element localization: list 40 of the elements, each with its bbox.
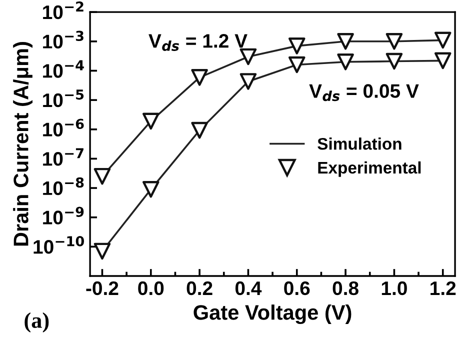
y-axis-title: Drain Current (A/μm)	[13, 42, 33, 246]
point	[434, 52, 452, 70]
point	[288, 38, 306, 54]
y-tick-label: 10$^{−4}$	[43, 60, 84, 78]
x-tick-label: 1.2	[430, 281, 456, 295]
point	[142, 180, 160, 198]
point	[240, 73, 257, 90]
annotation: V$_{ds}$ = 1.2 V	[148, 34, 248, 51]
point	[94, 242, 111, 260]
point	[337, 54, 354, 70]
x-tick-label: 0.8	[332, 281, 358, 296]
x-tick-label: 0.0	[138, 281, 164, 296]
point	[434, 32, 452, 49]
x-tick-label: 1.0	[382, 281, 407, 296]
legend-label: Experimental	[318, 161, 421, 177]
annotation: V$_{ds}$ = 0.05 V	[309, 84, 419, 102]
text: (a)	[24, 312, 49, 332]
x-tick-label: 0.4	[235, 281, 262, 296]
y-tick-label: 10$^{−10}$	[34, 236, 84, 254]
y-tick-label: 10$^{−7}$	[43, 148, 84, 166]
y-tick-label: 10$^{−3}$	[43, 30, 84, 48]
point	[191, 69, 208, 86]
x-tick-label: 0.6	[284, 281, 310, 296]
y-tick-label: 10$^{−2}$	[43, 1, 84, 20]
legend-label: Simulation	[318, 138, 402, 150]
x-tick-label: -0.2	[86, 281, 118, 296]
x-tick-label: 0.2	[186, 281, 212, 296]
y-tick-label: 10$^{−9}$	[43, 206, 84, 224]
point	[288, 56, 306, 74]
point	[337, 33, 354, 50]
y-tick-label: 10$^{−8}$	[43, 177, 84, 196]
point	[142, 112, 160, 130]
x-axis-title: Gate Voltage (V)	[194, 304, 352, 324]
y-tick-label: 10$^{−6}$	[43, 118, 84, 136]
y-tick-label: 10$^{−5}$	[43, 90, 84, 108]
point	[240, 48, 257, 66]
point	[386, 52, 403, 70]
point	[94, 168, 111, 185]
point	[191, 122, 208, 139]
point	[386, 33, 403, 50]
